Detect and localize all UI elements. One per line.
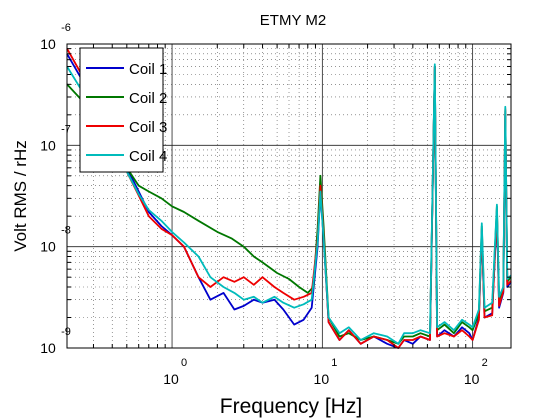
y-tick-base: 10 — [40, 36, 56, 52]
y-axis-label: Volt RMS / rHz — [11, 140, 30, 251]
legend-item-coil-1: Coil 1 — [86, 61, 167, 78]
legend: Coil 1 Coil 2 Coil 3 Coil 4 — [79, 47, 167, 173]
legend-label: Coil 3 — [129, 119, 167, 136]
legend-label: Coil 2 — [129, 90, 167, 107]
y-tick-exponent: -8 — [61, 225, 71, 237]
x-tick-base: 10 — [314, 371, 330, 387]
chart-title: ETMY M2 — [260, 12, 326, 29]
legend-item-coil-3: Coil 3 — [86, 119, 167, 136]
legend-items: Coil 1 Coil 2 Coil 3 Coil 4 — [86, 61, 167, 165]
x-tick-base: 10 — [464, 371, 480, 387]
legend-item-coil-4: Coil 4 — [86, 148, 167, 165]
x-tick-base: 10 — [163, 371, 179, 387]
legend-item-coil-2: Coil 2 — [86, 90, 167, 107]
y-tick-exponent: -9 — [61, 326, 71, 338]
y-tick-exponent: -6 — [61, 22, 71, 34]
x-tick-label: 101 — [314, 357, 338, 387]
y-tick-label: 10 -9 — [40, 326, 71, 356]
legend-label: Coil 4 — [129, 148, 167, 165]
series-layer — [66, 48, 512, 349]
axis-ticks — [67, 44, 511, 348]
y-tick-label: 10 -8 — [40, 225, 71, 255]
y-tick-label: 10 -6 — [40, 22, 71, 52]
x-tick-exponent: 1 — [331, 357, 337, 369]
x-tick-exponent: 0 — [181, 357, 187, 369]
y-tick-label: 10 -7 — [40, 123, 71, 153]
y-tick-base: 10 — [40, 340, 56, 356]
x-tick-label: 102 — [464, 357, 488, 387]
y-tick-base: 10 — [40, 137, 56, 153]
y-tick-base: 10 — [40, 239, 56, 255]
legend-label: Coil 1 — [129, 61, 167, 78]
y-tick-exponent: -7 — [61, 123, 71, 135]
x-axis-label: Frequency [Hz] — [220, 395, 362, 418]
x-tick-exponent: 2 — [482, 357, 488, 369]
x-tick-label: 100 — [163, 357, 187, 387]
series-line-coil-4 — [66, 63, 512, 345]
y-tick-labels: 10 -9 10 -8 10 -7 10 -6 — [40, 22, 71, 356]
